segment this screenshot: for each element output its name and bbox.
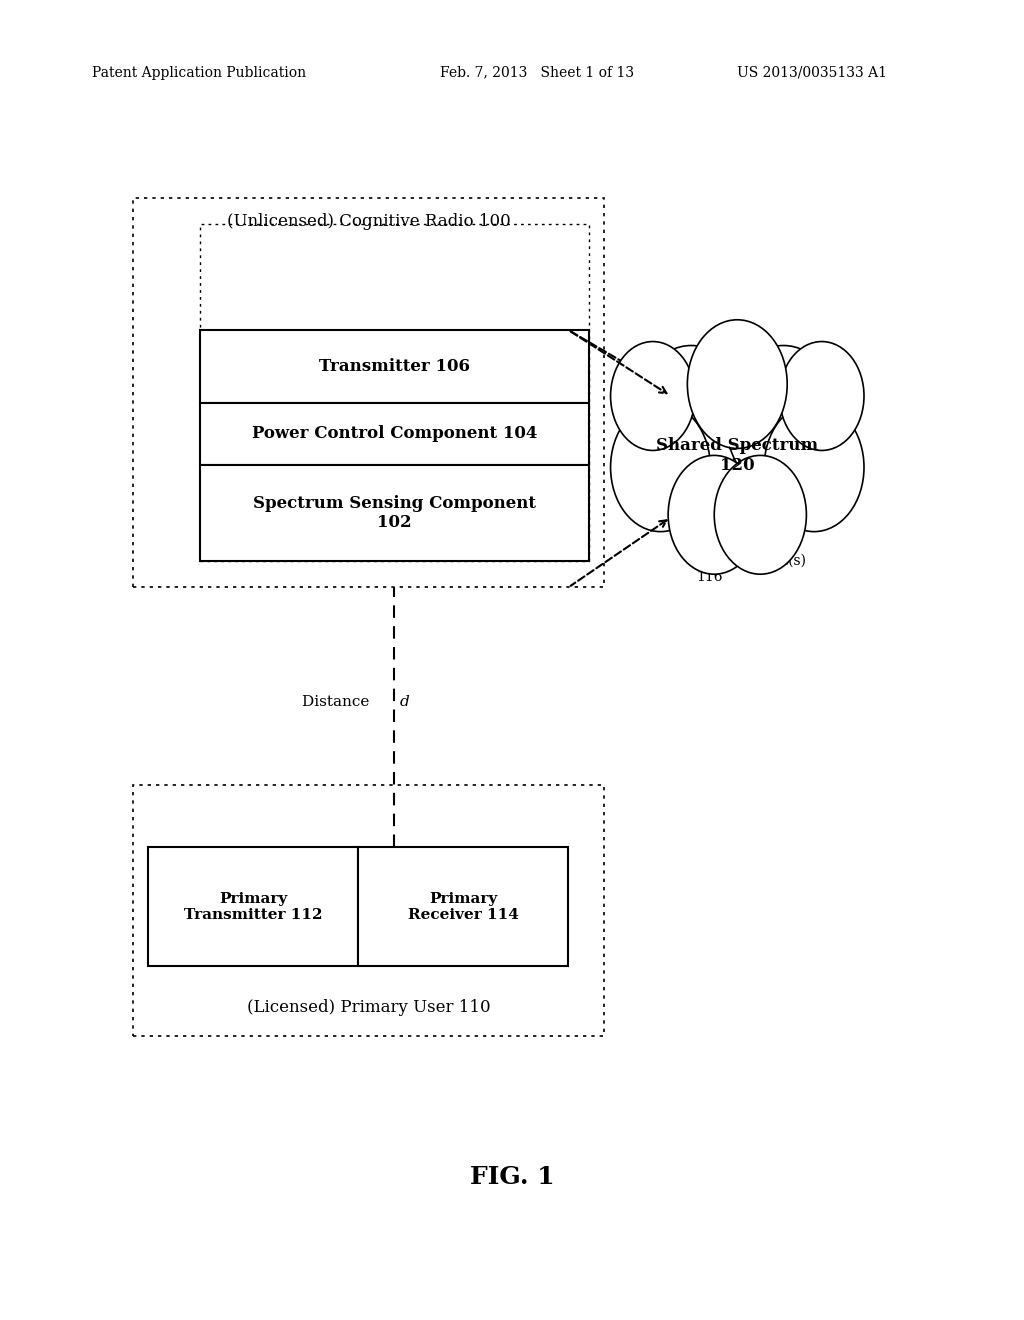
FancyBboxPatch shape [133, 785, 604, 1036]
FancyArrowPatch shape [570, 520, 667, 586]
Text: Primary
Receiver 114: Primary Receiver 114 [408, 892, 519, 921]
Text: d: d [399, 696, 410, 709]
Circle shape [610, 403, 711, 532]
FancyBboxPatch shape [200, 465, 589, 561]
Text: US 2013/0035133 A1: US 2013/0035133 A1 [737, 66, 887, 79]
Circle shape [779, 342, 864, 450]
Circle shape [668, 455, 760, 574]
Text: Feb. 7, 2013   Sheet 1 of 13: Feb. 7, 2013 Sheet 1 of 13 [440, 66, 635, 79]
Text: Primary
Transmitter 112: Primary Transmitter 112 [184, 892, 323, 921]
Circle shape [714, 455, 807, 574]
FancyArrowPatch shape [570, 331, 667, 393]
Text: (Licensed) Primary User 110: (Licensed) Primary User 110 [247, 999, 490, 1015]
FancyBboxPatch shape [133, 198, 604, 587]
Text: QoS
Requirement(s)
116: QoS Requirement(s) 116 [696, 537, 806, 585]
Text: Shared Spectrum
120: Shared Spectrum 120 [656, 437, 818, 474]
Circle shape [660, 356, 814, 554]
Text: Power Control Component 104: Power Control Component 104 [252, 425, 537, 442]
FancyBboxPatch shape [200, 403, 589, 465]
FancyBboxPatch shape [148, 847, 358, 966]
Text: Patent Application Publication: Patent Application Publication [92, 66, 306, 79]
Text: (Unlicensed) Cognitive Radio 100: (Unlicensed) Cognitive Radio 100 [226, 214, 511, 230]
Text: FIG. 1: FIG. 1 [470, 1166, 554, 1189]
Text: Spectrum Sensing Component
102: Spectrum Sensing Component 102 [253, 495, 536, 531]
Circle shape [610, 342, 695, 450]
Text: Transmitter 106: Transmitter 106 [318, 358, 470, 375]
Circle shape [687, 319, 787, 449]
Circle shape [764, 403, 864, 532]
FancyBboxPatch shape [200, 330, 589, 403]
FancyBboxPatch shape [358, 847, 568, 966]
Circle shape [634, 346, 749, 494]
FancyBboxPatch shape [200, 224, 589, 561]
Text: Distance: Distance [302, 696, 375, 709]
Circle shape [726, 346, 841, 494]
